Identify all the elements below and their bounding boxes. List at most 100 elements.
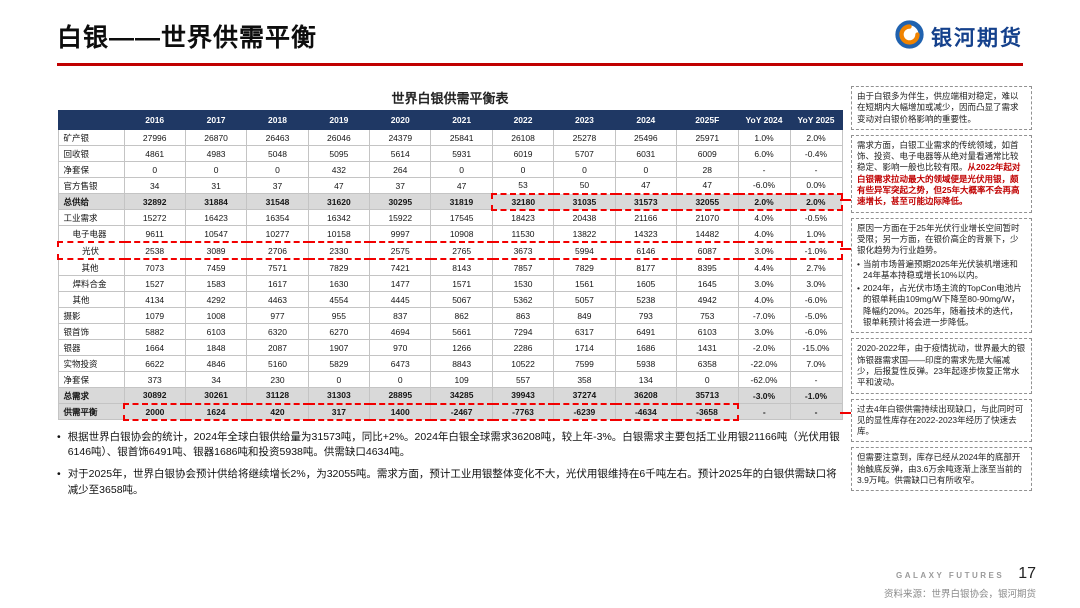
table-cell: 32180: [491, 192, 555, 211]
table-cell: 10522: [491, 355, 555, 372]
table-cell: 3.0%: [737, 275, 791, 292]
table-cell: 5829: [307, 355, 371, 372]
galaxy-futures-logo: 银河期货: [895, 20, 1023, 54]
row-label: 矿产银: [57, 129, 125, 146]
table-cell: 30261: [184, 387, 248, 404]
table-cell: 0.0%: [789, 177, 843, 194]
table-cell: 31573: [614, 192, 678, 211]
table-cell: 264: [369, 161, 432, 178]
commentary-paragraph: 但需要注意到，库存已经从2024年的底部开始触底反弹，由3.6万余吨逐渐上涨至当…: [857, 452, 1026, 486]
table-cell: -6.0%: [789, 291, 843, 308]
table-cell: 2.7%: [789, 258, 843, 276]
table-cell: 6320: [246, 323, 309, 340]
table-cell: 1624: [184, 402, 248, 421]
table-cell: 230: [246, 371, 309, 388]
table-cell: -4634: [614, 402, 678, 421]
table-cell: 7.0%: [789, 355, 843, 372]
table-cell: -5.0%: [789, 307, 843, 324]
table-cell: 2765: [430, 241, 493, 260]
bullet-text: 当前市场普遍预期2025年光伏装机增速和24年基本持稳或增长10%以内。: [862, 258, 1018, 280]
table-cell: 31819: [430, 193, 493, 210]
table-row: 摄影 1079 1008 977 955 837 862 863 849 793 753 -7.0% -…: [57, 307, 843, 324]
table-cell: 6103: [676, 323, 739, 340]
table-cell: 6473: [369, 355, 432, 372]
table-cell: 10277: [246, 225, 309, 243]
table-cell: 2538: [123, 241, 186, 260]
table-cell: 34: [123, 177, 186, 194]
commentary-text: 但需要注意到，库存已经从2024年的底部开始触底反弹，由3.6万余吨逐渐上涨至当…: [857, 452, 1022, 486]
bullet-text: 2024年，占光伏市场主流的TopCon电池片的银单耗由109mg/W下降至80…: [862, 283, 1022, 328]
table-cell: 0: [369, 371, 432, 388]
table-cell: 2087: [246, 339, 309, 356]
table-cell: 4.0%: [737, 291, 791, 308]
table-cell: 7599: [553, 355, 616, 372]
main-content: 世界白银供需平衡表 2016 2017 2018 2019 2020 2021 2022 20…: [57, 88, 843, 505]
table-cell: 373: [123, 371, 186, 388]
row-label: 总供给: [57, 193, 125, 210]
column-header: 2018: [246, 110, 309, 130]
table-cell: -1.0%: [789, 241, 843, 260]
supply-demand-balance-table: 2016 2017 2018 2019 2020 2021 2022 2023 2024 2025…: [57, 110, 843, 421]
table-cell: 36208: [614, 387, 678, 404]
table-cell: 109: [430, 371, 493, 388]
table-cell: 24379: [369, 129, 432, 146]
table-cell: 25971: [676, 129, 739, 146]
note-text: 对于2025年，世界白银协会预计供给将继续增长2%，为32055吨。需求方面，预…: [67, 468, 837, 496]
table-cell: 7459: [184, 258, 248, 276]
table-cell: 3.0%: [737, 323, 791, 340]
table-cell: 6491: [614, 323, 678, 340]
table-cell: 0: [123, 161, 186, 178]
table-cell: 15922: [369, 209, 432, 226]
connector-line: [840, 248, 851, 250]
table-cell: 25278: [553, 129, 616, 146]
table-cell: 1617: [246, 275, 309, 292]
table-cell: 849: [553, 307, 616, 324]
table-cell: 31035: [553, 192, 616, 211]
table-cell: 7829: [307, 258, 371, 276]
table-cell: 47: [307, 177, 371, 194]
table-cell: 16423: [184, 209, 248, 226]
commentary-block: 原因一方面在于25年光伏行业增长空间暂时受限；另一方面，在银价高企的背景下，少银…: [851, 217, 1032, 334]
table-cell: 1530: [491, 275, 555, 292]
table-cell: 793: [614, 307, 678, 324]
table-cell: 1583: [184, 275, 248, 292]
table-cell: 3673: [491, 241, 555, 260]
table-cell: 9611: [123, 225, 186, 243]
note-item: • 根据世界白银协会的统计，2024年全球白银供给量为31573吨，同比+2%。2…: [57, 430, 843, 462]
row-label: 净套保: [57, 371, 125, 388]
column-header: 2024: [614, 110, 678, 130]
table-cell: 1431: [676, 339, 739, 356]
summary-notes: • 根据世界白银协会的统计，2024年全球白银供给量为31573吨，同比+2%。2…: [57, 430, 843, 499]
table-cell: 2000: [122, 402, 186, 421]
table-cell: 1477: [369, 275, 432, 292]
column-header: 2017: [184, 110, 248, 130]
row-label: 供需平衡: [57, 403, 125, 420]
table-cell: -3658: [676, 402, 740, 421]
table-cell: 7857: [491, 258, 555, 276]
row-label-header: [57, 110, 125, 130]
table-cell: 5160: [246, 355, 309, 372]
commentary-paragraph: 需求方面，白银工业需求的传统领域，如首饰、投资、电子电器等从绝对量看通常比较稳定…: [857, 140, 1026, 208]
table-cell: -7.0%: [737, 307, 791, 324]
table-cell: 6019: [491, 145, 555, 162]
table-cell: 837: [369, 307, 432, 324]
table-cell: 10908: [430, 225, 493, 243]
row-label: 其他: [57, 291, 125, 308]
commentary-text: 过去4年白银供需持续出现缺口，与此同时可见的显性库存在2022-2023年经历了…: [857, 403, 1024, 437]
table-cell: -3.0%: [737, 387, 791, 404]
table-cell: 14323: [614, 225, 678, 243]
table-cell: 4.4%: [737, 258, 791, 276]
note-item: • 对于2025年，世界白银协会预计供给将继续增长2%，为32055吨。需求方面，…: [57, 467, 843, 499]
table-cell: 2.0%: [737, 192, 791, 211]
table-row: 矿产银 27996 26870 26463 26046 24379 25841 26108 25…: [57, 129, 843, 146]
table-cell: 1714: [553, 339, 616, 356]
table-cell: 4.0%: [737, 225, 791, 243]
table-cell: 34: [184, 371, 248, 388]
table-cell: 1605: [614, 275, 678, 292]
table-cell: 31128: [246, 387, 309, 404]
row-label: 实物投资: [57, 355, 125, 372]
commentary-sidebar: 由于白银多为伴生，供应端相对稳定，难以在短期内大幅增加或减少，因而凸显了需求变动…: [851, 86, 1032, 572]
table-row: 电子电器 9611 10547 10277 10158 9997 10908 11530 138…: [57, 225, 843, 243]
table-cell: 4694: [369, 323, 432, 340]
table-cell: 35713: [676, 387, 739, 404]
